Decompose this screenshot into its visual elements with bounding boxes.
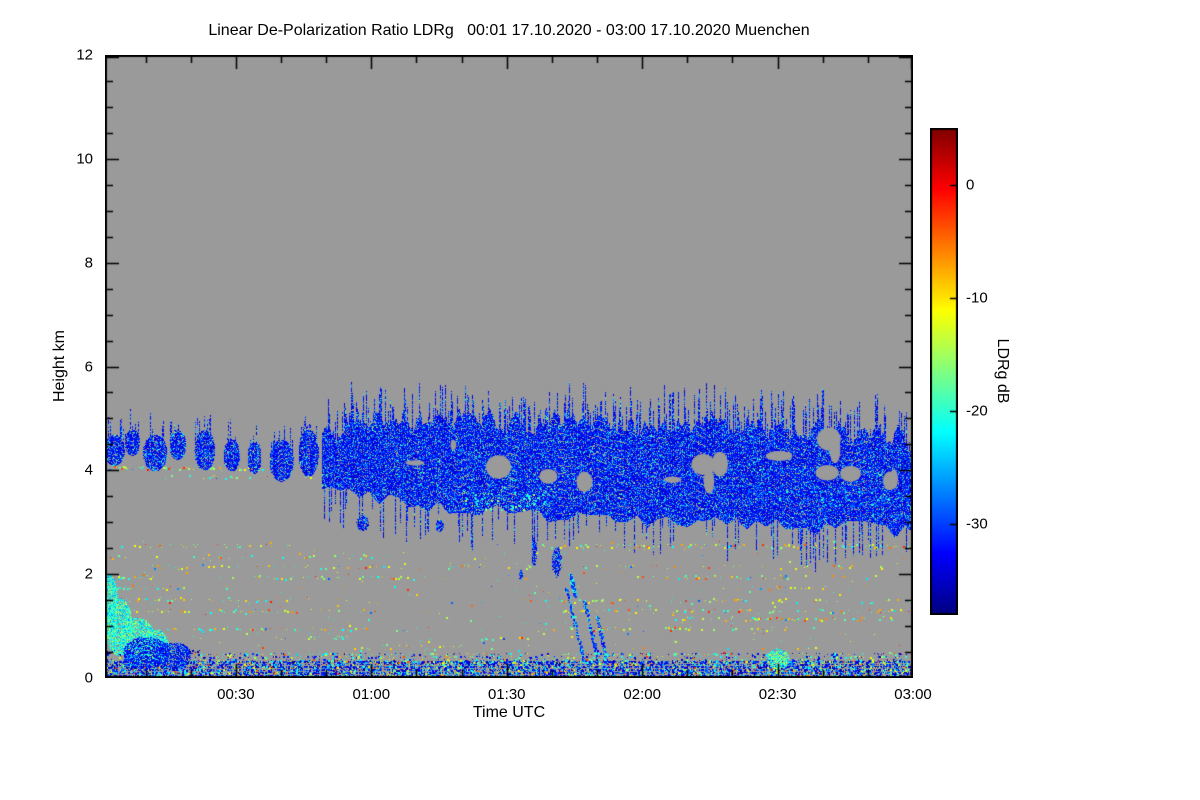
x-tick-label: 02:00 [623, 686, 661, 703]
y-tick-label: 12 [76, 46, 93, 64]
colorbar-tick-label: -10 [966, 289, 988, 307]
x-tick-label: 01:00 [352, 686, 391, 703]
y-axis-label: Height km [51, 329, 68, 403]
y-tick-label: 8 [84, 254, 93, 272]
chart-title: Linear De-Polarization Ratio LDRg 00:01 … [208, 22, 810, 39]
y-tick-label: 0 [84, 669, 93, 687]
y-tick-label: 10 [76, 150, 93, 168]
x-tick-label: 02:30 [758, 686, 797, 703]
colorbar [930, 128, 958, 615]
x-axis-label: Time UTC [472, 704, 546, 721]
x-tick-label: 03:00 [894, 686, 932, 703]
y-tick-label: 2 [84, 565, 93, 583]
x-tick-label: 01:30 [487, 686, 526, 703]
heatmap-canvas [105, 55, 913, 678]
colorbar-tick-label: -30 [966, 515, 988, 533]
colorbar-tick-label: -20 [966, 402, 988, 420]
colorbar-tick-label: 0 [966, 176, 975, 194]
y-tick-label: 4 [84, 461, 93, 479]
x-tick-label: 00:30 [217, 686, 255, 703]
y-tick-label: 6 [84, 358, 93, 375]
colorbar-label: LDRg dB [994, 338, 1011, 404]
